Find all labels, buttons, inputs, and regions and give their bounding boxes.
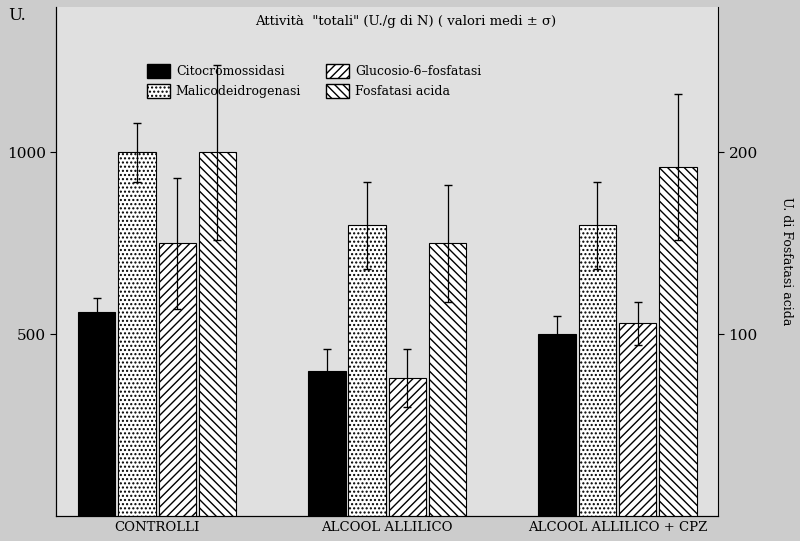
Bar	[429, 243, 466, 516]
Text: Attività  "totali" (U./g di N) ( valori medi ± σ): Attività "totali" (U./g di N) ( valori m…	[255, 15, 556, 28]
Bar	[78, 313, 115, 516]
Legend: Citocromossidasi, Malicodeidrogenasi, Glucosio-6–fosfatasi, Fosfatasi acida: Citocromossidasi, Malicodeidrogenasi, Gl…	[142, 59, 486, 103]
Bar	[659, 167, 697, 516]
Bar	[118, 153, 156, 516]
Bar	[538, 334, 576, 516]
Bar	[158, 243, 196, 516]
Bar	[389, 378, 426, 516]
Y-axis label: U.: U.	[8, 7, 26, 24]
Bar	[198, 153, 236, 516]
Bar	[308, 371, 346, 516]
Y-axis label: U. di Fosfatasi acida: U. di Fosfatasi acida	[780, 197, 793, 326]
Bar	[578, 225, 616, 516]
Bar	[349, 225, 386, 516]
Bar	[619, 324, 656, 516]
